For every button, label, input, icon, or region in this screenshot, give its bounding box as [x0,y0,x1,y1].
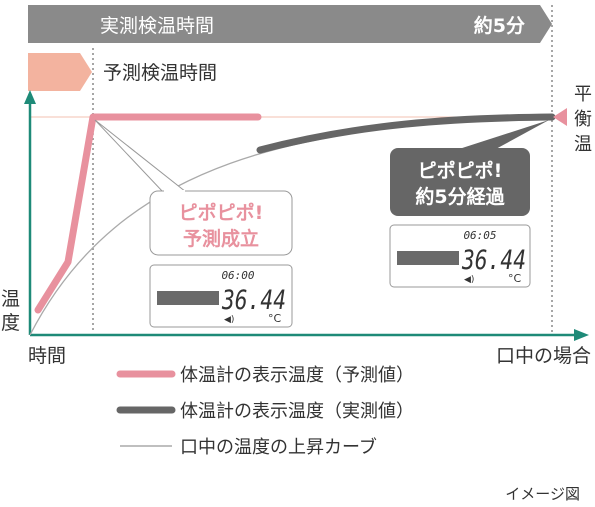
measured-value-line [256,113,556,154]
callout-predict-box [149,190,293,256]
equilibrium-marker [553,108,567,126]
callout-actual-line1: ピポピポ! [418,159,503,182]
display-predict-signal-icon: ◀) [224,315,234,325]
y-axis-label-2: 度 [1,312,20,334]
equilibrium-label-2: 衡 [574,109,592,130]
measured-time-duration: 約5分 [474,14,525,37]
callout-actual-pointer [456,120,549,150]
measured-time-bar [28,5,552,43]
callout-predict-pointer [94,119,188,193]
display-actual [389,224,531,288]
display-predict-time: 06:00 [221,269,254,282]
display-actual-unit: °C [508,272,522,285]
display-predict [149,264,293,328]
display-actual-bar [397,251,459,265]
display-actual-temp: 36.44 [461,245,526,276]
callout-actual-line2: 約5分経過 [415,185,505,208]
legend-label-measured: 体温計の表示温度（実測値） [180,401,414,422]
callout-predict-line1: ピポピポ! [179,201,264,224]
predicted-time-label: 予測検温時間 [103,62,217,84]
predicted-value-line [34,113,262,314]
callout-actual-box [390,148,530,216]
equilibrium-label-3: 温 [574,134,592,155]
display-actual-signal-icon: ◀) [464,275,474,285]
y-axis-label-1: 温 [1,288,20,310]
legend-label-predicted: 体温計の表示温度（予測値） [180,365,414,386]
equilibrium-label-1: 平 [574,84,592,105]
legend-label-oral: 口中の温度の上昇カーブ [180,436,377,458]
measured-time-label: 実測検温時間 [100,15,214,37]
x-axis-label: 時間 [28,345,66,367]
predicted-time-bar [28,53,92,91]
display-predict-bar [157,291,219,305]
callout-predict-line2: 予測成立 [183,227,259,250]
display-actual-time: 06:05 [463,229,496,242]
display-predict-unit: °C [268,312,282,325]
x-axis-end-label: 口中の場合 [496,345,591,367]
y-axis-arrow [24,90,36,104]
display-predict-temp: 36.44 [221,285,286,316]
x-axis-arrow [574,329,589,341]
image-note: イメージ図 [505,485,580,503]
